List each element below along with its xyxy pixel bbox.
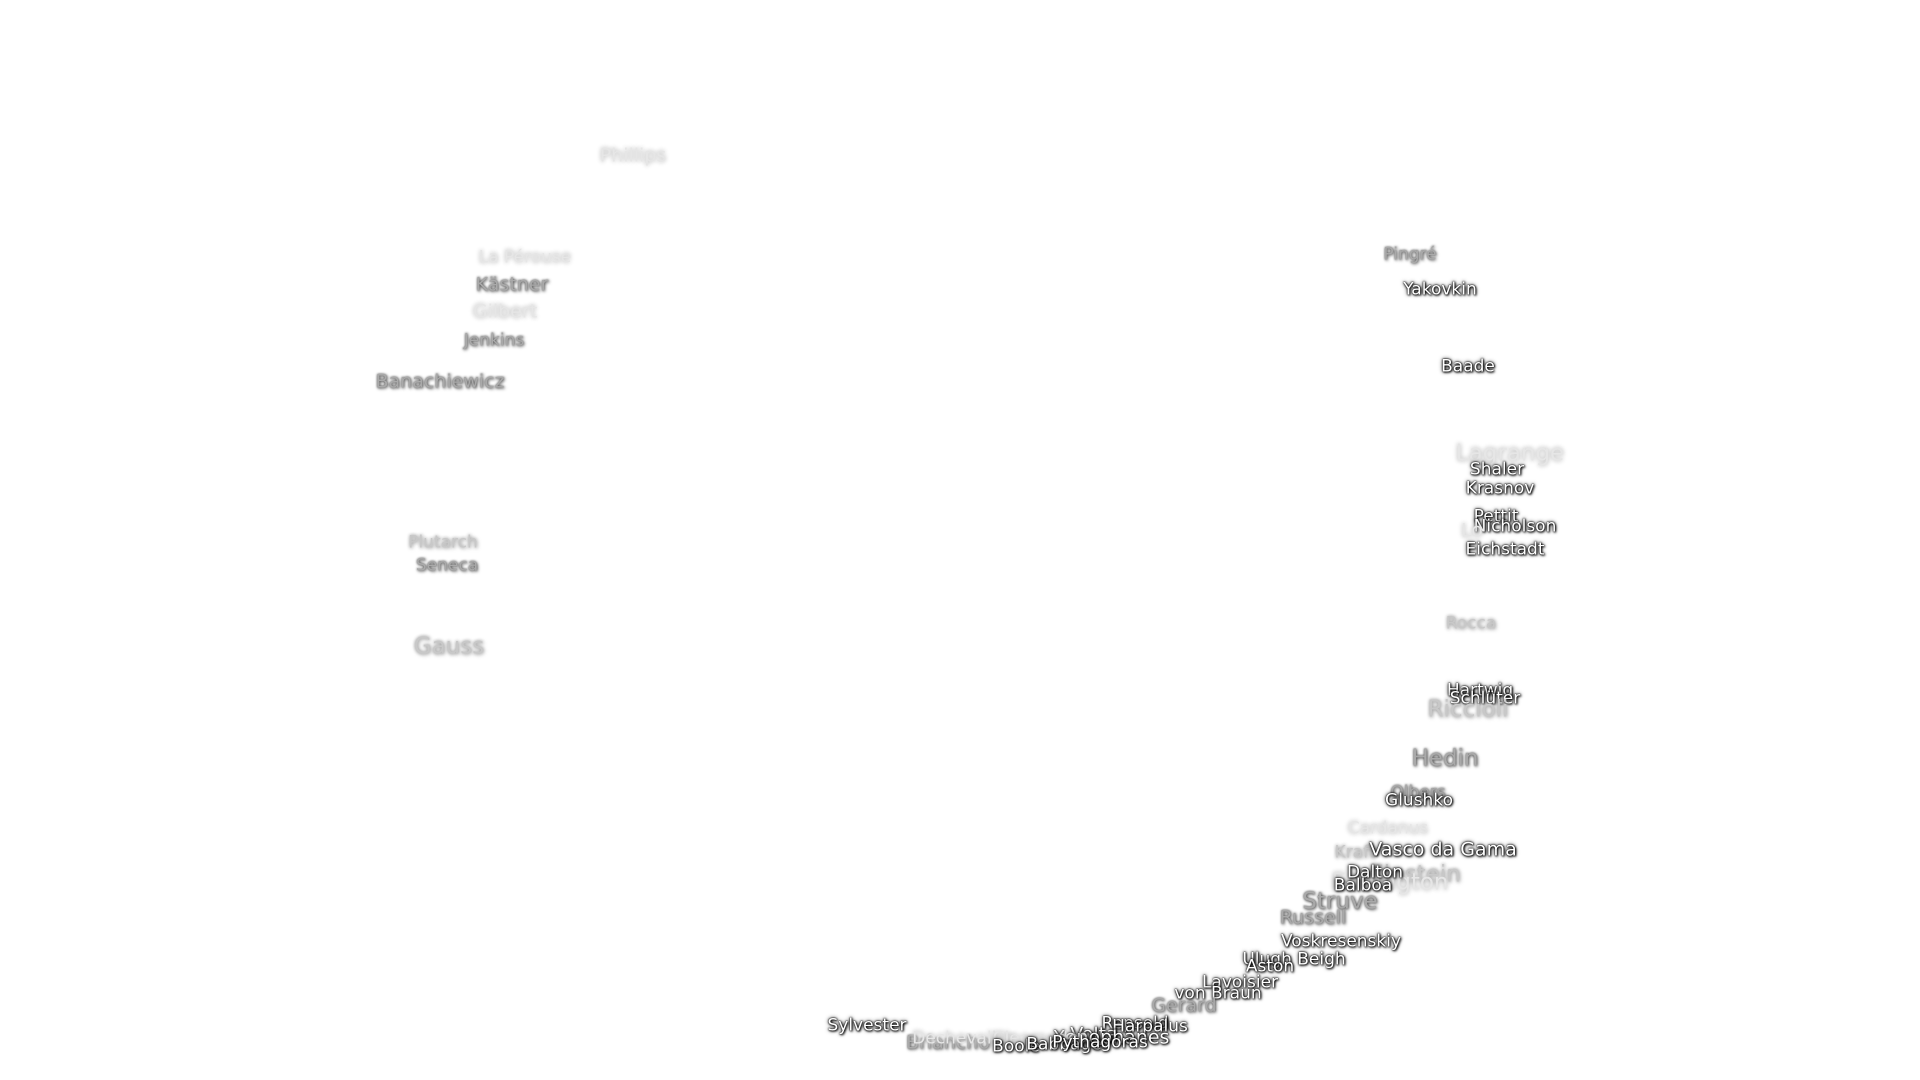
crater-label: Glushko [1385,790,1453,811]
crater-label: Lo [1461,519,1483,542]
crater-label: Riccioli [1427,696,1509,723]
crater-label: Xenophanes [1052,1026,1170,1049]
crater-label: Hedin [1411,745,1479,772]
crater-label: Vasco da Gama [1369,838,1517,861]
crater-label: Phillips [599,144,667,167]
crater-label: Gauss [413,633,485,660]
crater-label: Hartwig [1446,680,1514,701]
crater-label: Olbers [1390,782,1446,803]
crater-label: Schlüter [1449,688,1521,709]
crater-label: Rocca [1445,613,1497,634]
crater-label: Jenkins [463,330,525,351]
crater-label: Voskresenskiy [1280,931,1402,952]
crater-label: Pythagoras [1052,1032,1148,1053]
crater-label: Nicholson [1473,516,1557,537]
crater-label: Lavoisier [1201,972,1279,993]
crater-label: Boole [992,1036,1040,1057]
crater-label: Babbage [1026,1034,1102,1055]
crater-label: Einstein [1369,861,1461,888]
crater-label: Plutarch [408,532,478,553]
crater-label: Repsold [1101,1013,1169,1034]
crater-label: Volta [1070,1023,1118,1046]
crater-label: Gerard [1151,994,1217,1017]
crater-label: Kästner [475,273,549,296]
crater-label: Pettit [1473,506,1519,527]
crater-label: Baade [1441,356,1495,377]
crater-label: Lagrange [1455,440,1565,467]
crater-label: Russell [1279,906,1347,929]
crater-label: Eichstadt [1465,539,1545,560]
crater-label: Kraft [1334,842,1376,863]
crater-label: Struve [1302,888,1378,915]
crater-label: Cleomedes [992,1028,1088,1049]
crater-label: Krasnov [1465,478,1535,499]
crater-label: Balboa [1333,875,1393,896]
crater-label: Aston [1245,956,1295,977]
crater-label: Eddington [1331,869,1449,896]
crater-label: Harpalus [1112,1016,1188,1037]
crater-label: Shaler [1469,459,1525,480]
crater-label: Briancho [906,1031,990,1054]
crater-label: Banachiewicz [375,370,505,393]
crater-label: Pingré [1383,244,1437,265]
crater-label: Dalton [1346,862,1404,883]
crater-label: Seneca [415,555,479,576]
crater-label: von Braun [1174,983,1262,1004]
crater-label: La Pérouse [478,247,572,268]
crater-label: Gilbert [472,300,538,323]
crater-label: Ulugh Beigh [1242,949,1346,970]
crater-label: Sylvester [827,1015,907,1036]
crater-label: Cardanus [1347,818,1429,839]
crater-label: Yakovkin [1403,279,1477,300]
crater-label: Dechevalier [912,1028,1014,1049]
